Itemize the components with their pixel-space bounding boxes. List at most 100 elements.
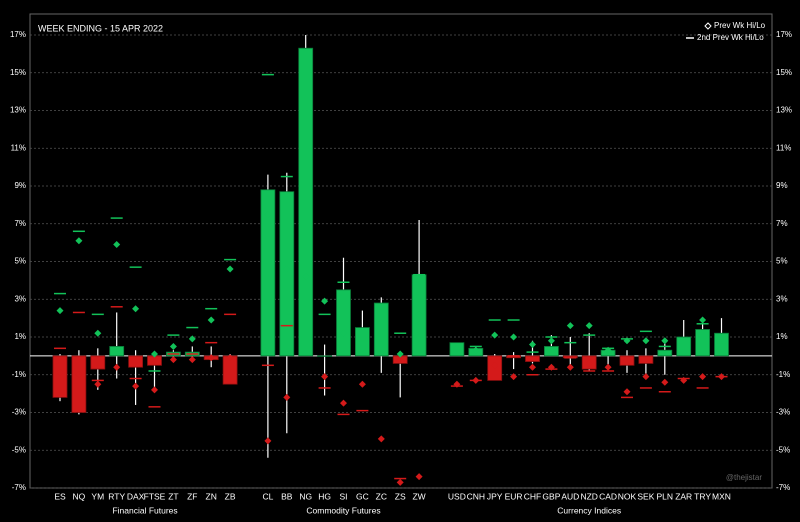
prev-high bbox=[188, 335, 196, 343]
prev-low bbox=[585, 359, 593, 367]
y-tick-label: 5% bbox=[14, 257, 26, 266]
y-tick-label: -3% bbox=[12, 408, 26, 417]
prev-low bbox=[396, 478, 404, 486]
y-tick-label: 3% bbox=[14, 294, 26, 303]
prev-low bbox=[207, 354, 215, 362]
legend-label: Prev Wk Hi/Lo bbox=[714, 21, 766, 30]
x-tick-label: SI bbox=[339, 491, 347, 501]
x-tick-label: CHF bbox=[524, 491, 541, 501]
prev-high bbox=[358, 344, 366, 352]
x-tick-label: DAX bbox=[127, 491, 145, 501]
x-tick-label: USD bbox=[448, 491, 466, 501]
x-tick-label: YM bbox=[91, 491, 104, 501]
change-box bbox=[544, 346, 559, 357]
prev-low bbox=[151, 386, 158, 394]
y-tick-label-right: 1% bbox=[776, 332, 788, 341]
prev-high bbox=[377, 341, 385, 349]
x-tick-label: EUR bbox=[505, 491, 523, 501]
change-box bbox=[298, 47, 314, 357]
y-tick-label: 13% bbox=[10, 106, 26, 115]
prev-high bbox=[680, 348, 688, 356]
y-tick-label-right: 5% bbox=[776, 257, 788, 266]
prev-low bbox=[340, 399, 347, 407]
prev-high bbox=[453, 344, 461, 352]
change-box bbox=[676, 336, 692, 357]
y-tick-label-right: 9% bbox=[776, 181, 788, 190]
x-tick-label: ZW bbox=[412, 491, 425, 501]
prev-high bbox=[226, 265, 234, 273]
change-box bbox=[657, 349, 673, 357]
group-label: Currency Indices bbox=[557, 505, 621, 515]
prev-high bbox=[566, 322, 574, 330]
prev-low bbox=[226, 354, 234, 362]
y-tick-label-right: 7% bbox=[776, 219, 788, 228]
y-tick-label: -1% bbox=[12, 370, 26, 379]
y-tick-label: 15% bbox=[10, 68, 26, 77]
change-box bbox=[260, 189, 276, 357]
prev-low bbox=[169, 356, 177, 364]
change-box bbox=[109, 346, 125, 357]
x-tick-label: ZB bbox=[225, 491, 236, 501]
change-box bbox=[336, 289, 351, 357]
prev-high bbox=[207, 316, 215, 324]
group-label: Financial Futures bbox=[112, 505, 177, 515]
prev-low bbox=[94, 380, 102, 388]
change-box bbox=[279, 191, 295, 357]
x-tick-label: ES bbox=[54, 491, 66, 501]
y-tick-label-right: 15% bbox=[776, 68, 792, 77]
change-box bbox=[52, 355, 68, 398]
x-tick-label: ZN bbox=[206, 491, 217, 501]
prev-high bbox=[321, 297, 329, 305]
prev-low bbox=[642, 373, 650, 381]
prev-high bbox=[699, 316, 707, 324]
x-tick-label: NG bbox=[299, 491, 312, 501]
legend-diamond bbox=[704, 22, 712, 30]
x-tick-label: CL bbox=[262, 491, 273, 501]
prev-low bbox=[661, 378, 669, 386]
y-tick-label-right: 11% bbox=[776, 143, 791, 152]
change-box bbox=[90, 355, 106, 370]
prev-high bbox=[56, 307, 64, 315]
y-tick-label-right: -1% bbox=[776, 370, 790, 379]
prev-low bbox=[56, 369, 64, 377]
y-tick-label-right: -3% bbox=[776, 408, 790, 417]
prev-low bbox=[491, 361, 499, 369]
y-tick-label-right: 3% bbox=[776, 294, 788, 303]
legend-label: 2nd Prev Wk Hi/Lo bbox=[697, 33, 764, 42]
group-label: Commodity Futures bbox=[306, 505, 380, 515]
y-tick-label-right: -7% bbox=[776, 483, 790, 492]
prev-high bbox=[283, 265, 291, 273]
prev-high bbox=[75, 237, 83, 245]
prev-high bbox=[132, 305, 140, 313]
y-tick-label-right: 17% bbox=[776, 30, 792, 39]
prev-high bbox=[340, 329, 347, 337]
change-box bbox=[317, 355, 333, 357]
x-tick-label: RTY bbox=[108, 491, 125, 501]
prev-high bbox=[472, 346, 480, 354]
prev-high bbox=[302, 273, 310, 281]
x-tick-label: ZC bbox=[376, 491, 387, 501]
change-box bbox=[354, 327, 370, 357]
prev-high bbox=[642, 337, 650, 345]
x-tick-label: CNH bbox=[467, 491, 485, 501]
y-tick-label-right: -5% bbox=[776, 445, 790, 454]
x-tick-label: JPY bbox=[487, 491, 503, 501]
x-tick-label: ZF bbox=[187, 491, 197, 501]
x-tick-label: ZT bbox=[168, 491, 178, 501]
y-tick-label-right: 13% bbox=[776, 106, 792, 115]
prev-low bbox=[132, 382, 140, 390]
x-tick-label: TRY bbox=[694, 491, 711, 501]
y-tick-label: 1% bbox=[14, 332, 26, 341]
x-tick-label: BB bbox=[281, 491, 293, 501]
x-tick-label: HG bbox=[318, 491, 331, 501]
x-tick-label: PLN bbox=[657, 491, 674, 501]
prev-low bbox=[377, 435, 385, 443]
y-tick-label: 17% bbox=[10, 30, 26, 39]
prev-high bbox=[491, 331, 499, 339]
change-box bbox=[638, 355, 654, 364]
x-tick-label: CAD bbox=[599, 491, 617, 501]
prev-low bbox=[283, 393, 291, 401]
change-box bbox=[128, 355, 144, 368]
prev-low bbox=[699, 373, 707, 381]
